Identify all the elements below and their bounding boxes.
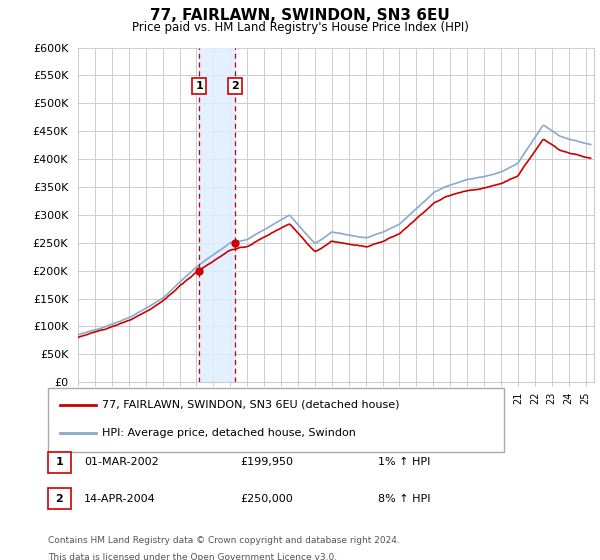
Text: HPI: Average price, detached house, Swindon: HPI: Average price, detached house, Swin… xyxy=(102,428,356,437)
Text: 14-APR-2004: 14-APR-2004 xyxy=(84,494,156,503)
Text: 01-MAR-2002: 01-MAR-2002 xyxy=(84,458,159,467)
Text: This data is licensed under the Open Government Licence v3.0.: This data is licensed under the Open Gov… xyxy=(48,553,337,560)
Text: 1: 1 xyxy=(196,81,203,91)
Text: 2: 2 xyxy=(231,81,239,91)
Text: £199,950: £199,950 xyxy=(240,458,293,467)
Text: Price paid vs. HM Land Registry's House Price Index (HPI): Price paid vs. HM Land Registry's House … xyxy=(131,21,469,34)
Text: £250,000: £250,000 xyxy=(240,494,293,503)
Text: Contains HM Land Registry data © Crown copyright and database right 2024.: Contains HM Land Registry data © Crown c… xyxy=(48,536,400,545)
Text: 1% ↑ HPI: 1% ↑ HPI xyxy=(378,458,430,467)
Text: 77, FAIRLAWN, SWINDON, SN3 6EU (detached house): 77, FAIRLAWN, SWINDON, SN3 6EU (detached… xyxy=(102,400,400,409)
Text: 8% ↑ HPI: 8% ↑ HPI xyxy=(378,494,431,503)
Text: 2: 2 xyxy=(56,494,63,503)
Text: 77, FAIRLAWN, SWINDON, SN3 6EU: 77, FAIRLAWN, SWINDON, SN3 6EU xyxy=(150,8,450,24)
Text: 1: 1 xyxy=(56,458,63,467)
